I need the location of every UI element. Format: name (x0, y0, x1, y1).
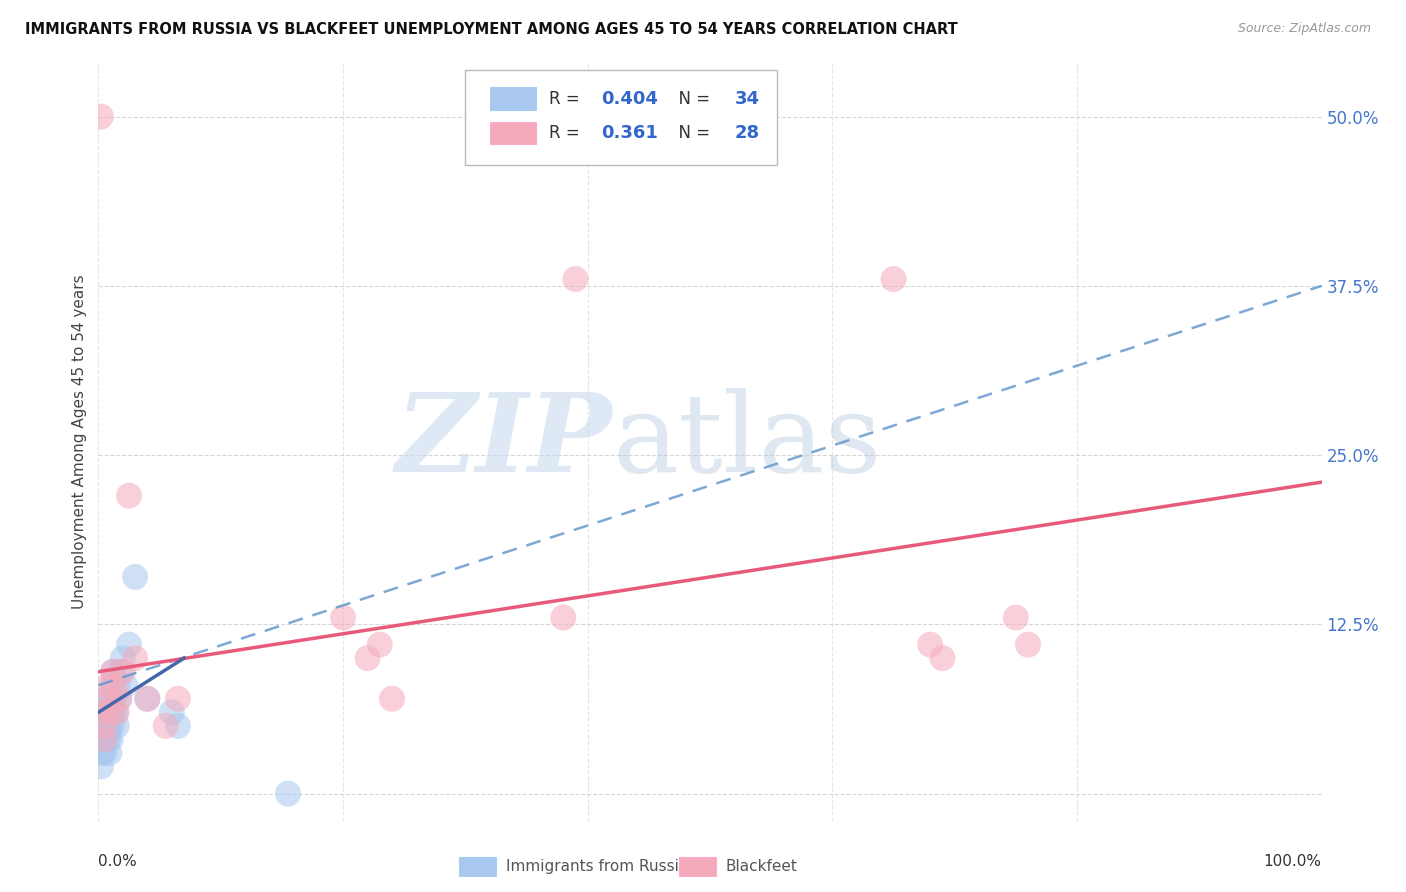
Point (920, 638, 942, 652)
FancyBboxPatch shape (465, 70, 778, 165)
Text: 0.361: 0.361 (602, 124, 658, 142)
Point (94, 732, 117, 747)
Point (90, 759, 112, 773)
Text: 28: 28 (734, 124, 759, 142)
Text: Source: ZipAtlas.com: Source: ZipAtlas.com (1237, 22, 1371, 36)
Text: ZIP: ZIP (395, 388, 612, 495)
Point (101, 665, 124, 679)
Text: 0.404: 0.404 (602, 90, 658, 108)
FancyBboxPatch shape (489, 121, 536, 145)
Point (332, 610, 354, 624)
Point (124, 570, 146, 584)
Text: Blackfeet: Blackfeet (725, 859, 797, 874)
Point (564, 272, 586, 286)
Point (97, 678, 120, 692)
Point (110, 665, 132, 679)
Point (91, 746, 114, 760)
Text: N =: N = (668, 90, 716, 108)
Point (111, 651, 134, 665)
Text: N =: N = (668, 124, 716, 142)
Point (96, 691, 118, 706)
Point (136, 691, 159, 706)
Point (103, 678, 125, 692)
Point (167, 691, 190, 706)
Point (101, 719, 124, 733)
Text: IMMIGRANTS FROM RUSSIA VS BLACKFEET UNEMPLOYMENT AMONG AGES 45 TO 54 YEARS CORRE: IMMIGRANTS FROM RUSSIA VS BLACKFEET UNEM… (25, 22, 957, 37)
Point (93, 732, 115, 747)
Point (136, 691, 159, 706)
Point (114, 678, 136, 692)
Text: Immigrants from Russia: Immigrants from Russia (506, 859, 688, 874)
Point (107, 678, 129, 692)
Point (97, 706, 120, 720)
Point (96, 691, 118, 706)
Point (93, 719, 115, 733)
Point (356, 651, 378, 665)
Point (100, 706, 122, 720)
Point (105, 706, 128, 720)
Point (155, 719, 177, 733)
Point (108, 691, 131, 706)
Point (160, 706, 183, 720)
Point (100, 691, 122, 706)
Point (97, 732, 120, 747)
Point (124, 651, 146, 665)
Point (101, 665, 124, 679)
Point (118, 489, 141, 503)
Point (91, 732, 114, 747)
Point (368, 638, 391, 652)
Text: 34: 34 (734, 90, 759, 108)
Point (553, 610, 575, 624)
Point (101, 706, 124, 720)
Point (381, 691, 404, 706)
Text: 0.0%: 0.0% (98, 855, 138, 870)
Text: R =: R = (548, 124, 589, 142)
FancyBboxPatch shape (489, 87, 536, 111)
Point (931, 651, 953, 665)
Point (98, 746, 121, 760)
Point (98, 719, 121, 733)
Point (93, 719, 115, 733)
Point (96, 719, 118, 733)
Point (103, 691, 125, 706)
Text: 100.0%: 100.0% (1264, 855, 1322, 870)
Point (883, 272, 905, 286)
Point (118, 638, 141, 652)
Point (94, 706, 117, 720)
Text: atlas: atlas (612, 388, 882, 495)
Point (105, 719, 128, 733)
Point (100, 732, 122, 747)
Point (101, 678, 124, 692)
Point (277, 787, 299, 801)
Point (91, 706, 114, 720)
Point (167, 719, 190, 733)
Point (111, 665, 134, 679)
Point (108, 691, 131, 706)
Point (93, 746, 115, 760)
Point (104, 706, 127, 720)
Text: R =: R = (548, 90, 585, 108)
Point (90, 110, 112, 124)
FancyBboxPatch shape (679, 857, 716, 876)
Point (91, 706, 114, 720)
Point (1004, 610, 1026, 624)
Y-axis label: Unemployment Among Ages 45 to 54 years: Unemployment Among Ages 45 to 54 years (72, 274, 87, 609)
FancyBboxPatch shape (460, 857, 496, 876)
Point (1017, 638, 1039, 652)
